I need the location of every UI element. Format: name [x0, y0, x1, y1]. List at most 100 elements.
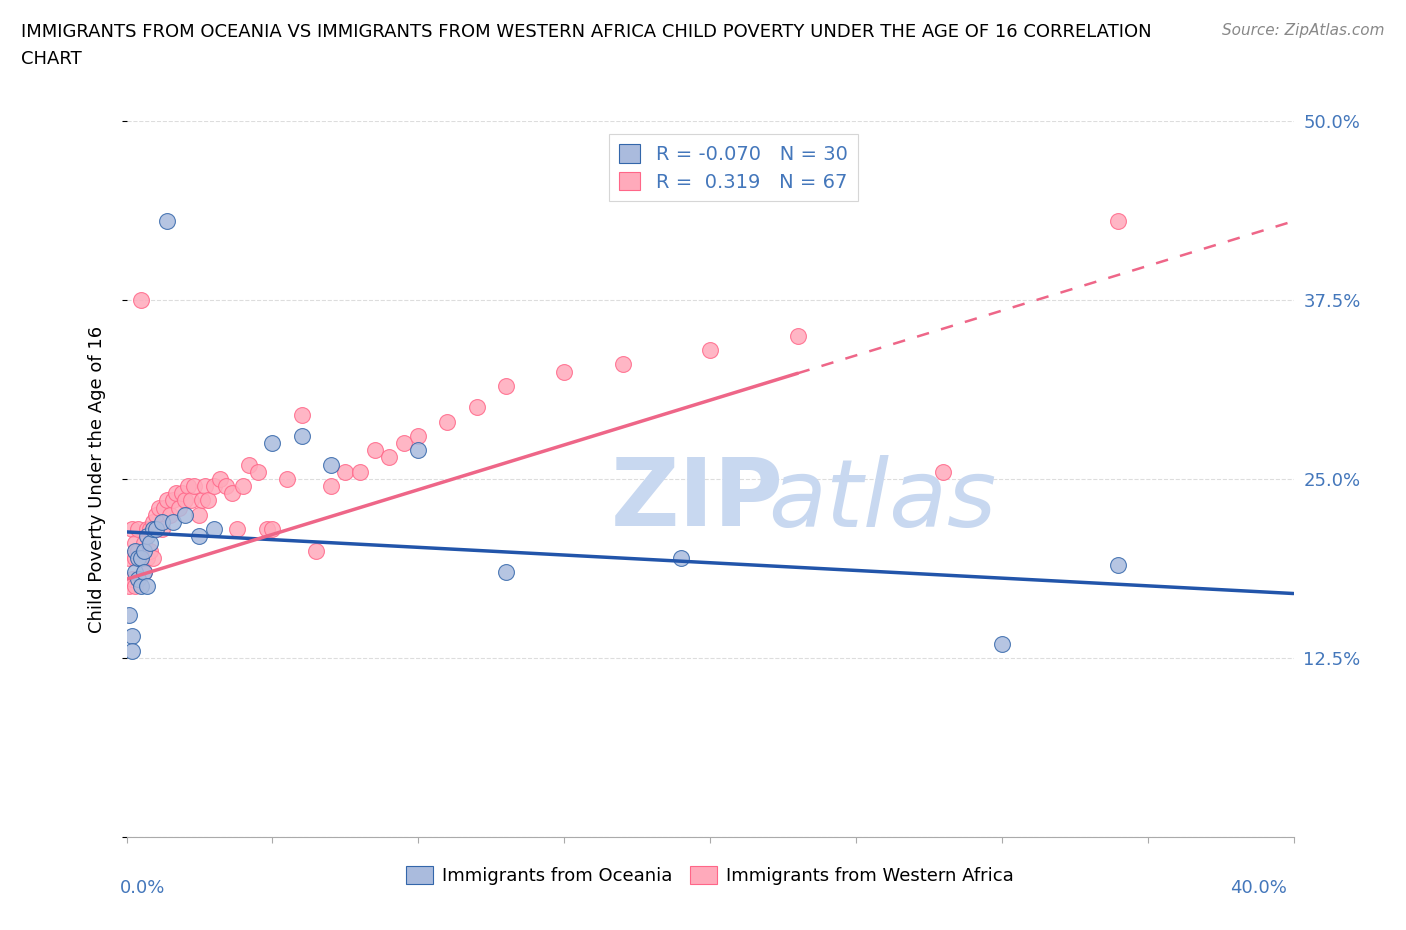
- Point: [148, 500, 170, 515]
- Point: [142, 514, 165, 529]
- Text: 0.0%: 0.0%: [120, 879, 165, 897]
- Point: [139, 536, 162, 551]
- Point: [129, 551, 152, 565]
- Point: [121, 572, 143, 587]
- Point: [132, 543, 155, 558]
- Point: [124, 543, 146, 558]
- Point: [256, 522, 278, 537]
- Point: [136, 578, 159, 594]
- Point: [232, 479, 254, 494]
- Point: [153, 500, 176, 515]
- Point: [197, 493, 219, 508]
- Point: [495, 565, 517, 579]
- Point: [167, 500, 190, 515]
- Point: [127, 572, 149, 587]
- Point: [276, 472, 298, 486]
- Point: [145, 522, 167, 537]
- Point: [188, 529, 211, 544]
- Point: [202, 479, 225, 494]
- Point: [177, 479, 200, 494]
- Point: [1108, 214, 1130, 229]
- Point: [262, 522, 284, 537]
- Text: ZIP: ZIP: [610, 455, 783, 547]
- Point: [378, 450, 401, 465]
- Y-axis label: Child Poverty Under the Age of 16: Child Poverty Under the Age of 16: [87, 326, 105, 632]
- Point: [290, 407, 312, 422]
- Point: [145, 522, 167, 537]
- Point: [612, 357, 634, 372]
- Point: [162, 493, 184, 508]
- Point: [553, 365, 575, 379]
- Text: IMMIGRANTS FROM OCEANIA VS IMMIGRANTS FROM WESTERN AFRICA CHILD POVERTY UNDER TH: IMMIGRANTS FROM OCEANIA VS IMMIGRANTS FR…: [21, 23, 1152, 68]
- Point: [162, 514, 184, 529]
- Point: [319, 458, 342, 472]
- Point: [335, 464, 357, 479]
- Point: [127, 522, 149, 537]
- Text: atlas: atlas: [768, 455, 997, 546]
- Point: [139, 543, 162, 558]
- Point: [436, 414, 458, 429]
- Point: [145, 508, 167, 523]
- Point: [174, 493, 197, 508]
- Point: [159, 508, 181, 523]
- Point: [121, 644, 143, 658]
- Point: [408, 443, 430, 458]
- Point: [121, 629, 143, 644]
- Point: [118, 551, 141, 565]
- Point: [932, 464, 955, 479]
- Point: [139, 522, 162, 537]
- Point: [165, 485, 187, 500]
- Point: [150, 514, 173, 529]
- Point: [124, 578, 146, 594]
- Point: [142, 522, 165, 537]
- Point: [180, 493, 202, 508]
- Point: [118, 578, 141, 594]
- Point: [129, 551, 152, 565]
- Text: Source: ZipAtlas.com: Source: ZipAtlas.com: [1222, 23, 1385, 38]
- Point: [156, 493, 179, 508]
- Point: [238, 458, 260, 472]
- Point: [786, 328, 808, 343]
- Point: [221, 485, 243, 500]
- Point: [208, 472, 231, 486]
- Point: [246, 464, 269, 479]
- Point: [290, 429, 312, 444]
- Point: [118, 607, 141, 622]
- Point: [132, 565, 155, 579]
- Point: [170, 485, 193, 500]
- Point: [191, 493, 214, 508]
- Point: [129, 293, 152, 308]
- Point: [215, 479, 238, 494]
- Point: [1108, 557, 1130, 572]
- Point: [392, 435, 415, 450]
- Point: [124, 551, 146, 565]
- Point: [150, 522, 173, 537]
- Point: [408, 429, 430, 444]
- Point: [136, 529, 159, 544]
- Point: [349, 464, 371, 479]
- Point: [136, 522, 159, 537]
- Text: 40.0%: 40.0%: [1230, 879, 1286, 897]
- Point: [305, 543, 328, 558]
- Point: [188, 508, 211, 523]
- Point: [699, 342, 721, 357]
- Point: [127, 551, 149, 565]
- Point: [194, 479, 217, 494]
- Point: [669, 551, 692, 565]
- Point: [202, 522, 225, 537]
- Point: [136, 551, 159, 565]
- Point: [124, 565, 146, 579]
- Point: [129, 578, 152, 594]
- Point: [363, 443, 385, 458]
- Point: [121, 522, 143, 537]
- Point: [495, 379, 517, 393]
- Point: [174, 508, 197, 523]
- Point: [124, 536, 146, 551]
- Legend: R = -0.070   N = 30, R =  0.319   N = 67: R = -0.070 N = 30, R = 0.319 N = 67: [609, 134, 858, 201]
- Point: [990, 636, 1012, 651]
- Point: [127, 543, 149, 558]
- Point: [465, 400, 488, 415]
- Point: [319, 479, 342, 494]
- Point: [262, 435, 284, 450]
- Point: [156, 214, 179, 229]
